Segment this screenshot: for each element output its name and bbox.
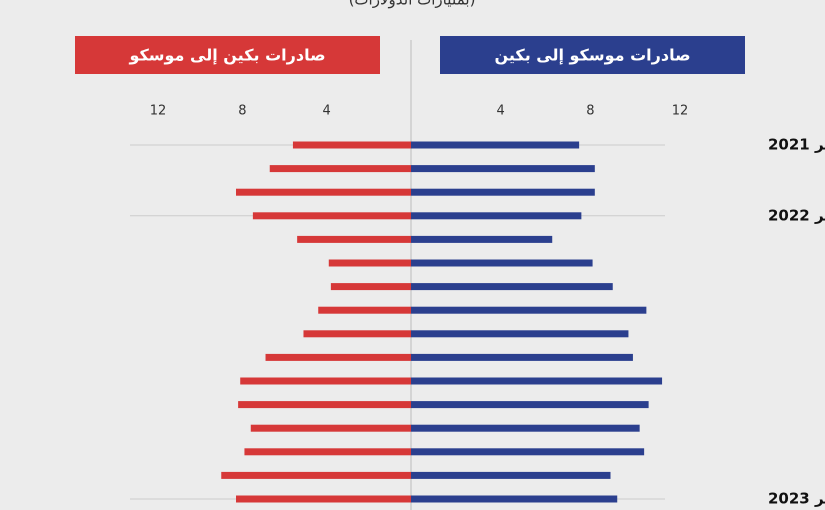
- bar: [411, 401, 649, 409]
- bar: [240, 377, 411, 385]
- bar: [297, 235, 411, 243]
- bar: [238, 401, 411, 409]
- legend-box: [440, 36, 745, 74]
- category-label: أكتوبر 2021: [768, 135, 825, 154]
- legend-box: [75, 36, 380, 74]
- x-tick-label: 8: [586, 104, 594, 119]
- bar: [411, 424, 640, 432]
- bar: [411, 471, 611, 479]
- bar: [411, 188, 595, 196]
- bar: [303, 330, 411, 338]
- bar: [292, 141, 411, 149]
- bar: [221, 471, 411, 479]
- x-tick-label: 4: [497, 104, 505, 119]
- bar: [411, 330, 629, 338]
- bar: [411, 212, 582, 220]
- legend-label: صادرات موسكو إلى بكين: [494, 46, 690, 65]
- bar: [328, 259, 411, 267]
- bar: [411, 283, 613, 291]
- bar: [411, 448, 645, 456]
- x-tick-label: 8: [238, 104, 246, 119]
- bar: [411, 141, 580, 149]
- bar: [318, 306, 411, 314]
- category-label: يناير 2023: [768, 490, 825, 508]
- x-tick-label: 12: [150, 104, 167, 119]
- bar: [411, 306, 647, 314]
- bar: [411, 353, 633, 361]
- bar: [330, 283, 411, 291]
- bar: [411, 235, 553, 243]
- bar: [411, 495, 618, 503]
- legend-label: صادرات بكين إلى موسكو: [128, 46, 325, 65]
- bar: [265, 353, 411, 361]
- x-tick-label: 12: [672, 104, 689, 119]
- bar: [269, 165, 411, 173]
- bar: [252, 212, 411, 220]
- bar: [236, 495, 411, 503]
- subtitle: (بمليارات الدولارات): [349, 0, 476, 9]
- bar: [411, 165, 595, 173]
- category-label: يناير 2022: [768, 206, 825, 224]
- bar: [236, 188, 411, 196]
- bar: [411, 377, 663, 385]
- bar: [250, 424, 411, 432]
- x-tick-label: 4: [323, 104, 331, 119]
- bar: [244, 448, 411, 456]
- bar: [411, 259, 593, 267]
